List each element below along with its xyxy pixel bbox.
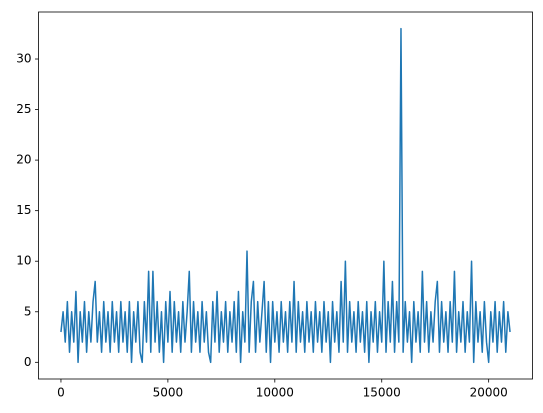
x-tick-label: 20000 [470,386,508,400]
y-tick-label: 0 [24,355,32,369]
y-tick-label: 10 [16,254,31,268]
y-tick-label: 25 [16,102,31,116]
x-tick-label: 10000 [256,386,294,400]
x-tick-label: 5000 [153,386,184,400]
y-tick-label: 15 [16,203,31,217]
y-tick-label: 30 [16,52,31,66]
y-tick-label: 5 [24,304,32,318]
y-tick-label: 20 [16,153,31,167]
data-line [60,27,511,364]
plot-frame [38,11,533,380]
x-tick-label: 15000 [363,386,401,400]
x-tick-label: 0 [57,386,65,400]
